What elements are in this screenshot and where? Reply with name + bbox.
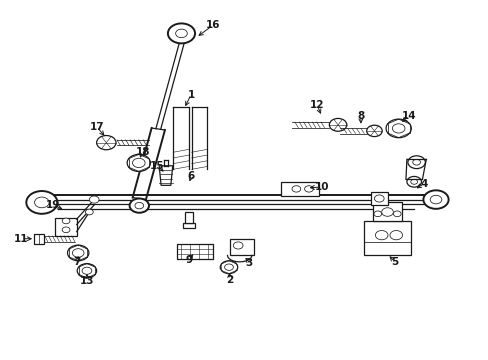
Circle shape [304, 186, 313, 192]
Circle shape [406, 176, 421, 187]
Circle shape [220, 261, 237, 274]
Circle shape [97, 135, 116, 150]
Bar [176, 244, 213, 259]
Text: 7: 7 [73, 257, 81, 267]
Bar [183, 223, 194, 228]
Circle shape [391, 124, 404, 133]
Bar [280, 183, 318, 196]
Circle shape [62, 227, 70, 233]
Circle shape [381, 208, 392, 216]
Circle shape [82, 267, 92, 274]
Text: 4: 4 [419, 179, 427, 189]
Circle shape [167, 23, 195, 43]
Circle shape [35, 197, 49, 208]
Text: 16: 16 [205, 20, 220, 30]
Polygon shape [159, 166, 172, 185]
Circle shape [85, 209, 93, 215]
Circle shape [412, 159, 420, 165]
Text: 9: 9 [185, 255, 192, 265]
Text: 8: 8 [357, 111, 364, 121]
Circle shape [407, 156, 425, 168]
Bar [372, 202, 401, 221]
Circle shape [423, 190, 447, 209]
Text: 2: 2 [226, 275, 233, 285]
Circle shape [233, 242, 243, 249]
Circle shape [127, 154, 150, 171]
Text: 10: 10 [314, 182, 328, 192]
Bar [55, 218, 77, 236]
Bar [364, 221, 410, 255]
Text: 14: 14 [401, 111, 416, 121]
Text: 12: 12 [309, 100, 324, 110]
Circle shape [366, 125, 382, 136]
Circle shape [375, 230, 387, 240]
Text: 3: 3 [245, 257, 252, 267]
Text: 11: 11 [14, 234, 29, 244]
Circle shape [89, 196, 99, 203]
Circle shape [26, 191, 57, 214]
Bar [370, 192, 387, 205]
Bar [34, 234, 44, 244]
Circle shape [224, 264, 233, 270]
Text: 13: 13 [80, 276, 94, 287]
Circle shape [77, 264, 97, 278]
Bar [229, 239, 254, 256]
Text: 5: 5 [390, 257, 398, 267]
Text: 19: 19 [46, 200, 60, 210]
Circle shape [291, 186, 300, 192]
Circle shape [132, 158, 145, 167]
Circle shape [374, 195, 384, 202]
Circle shape [62, 218, 70, 224]
Circle shape [410, 179, 417, 184]
Text: 1: 1 [187, 90, 194, 100]
Circle shape [135, 202, 143, 209]
Circle shape [392, 211, 400, 217]
Bar [184, 212, 192, 223]
Circle shape [386, 119, 410, 138]
Circle shape [373, 211, 381, 217]
Text: 15: 15 [150, 161, 164, 171]
Circle shape [72, 249, 84, 257]
Text: 18: 18 [135, 147, 150, 157]
Circle shape [329, 118, 346, 131]
Circle shape [389, 230, 402, 240]
Text: 17: 17 [89, 122, 104, 132]
Text: 6: 6 [187, 171, 194, 181]
Circle shape [129, 198, 149, 213]
Circle shape [67, 245, 89, 261]
Circle shape [175, 29, 187, 38]
Circle shape [429, 195, 441, 204]
